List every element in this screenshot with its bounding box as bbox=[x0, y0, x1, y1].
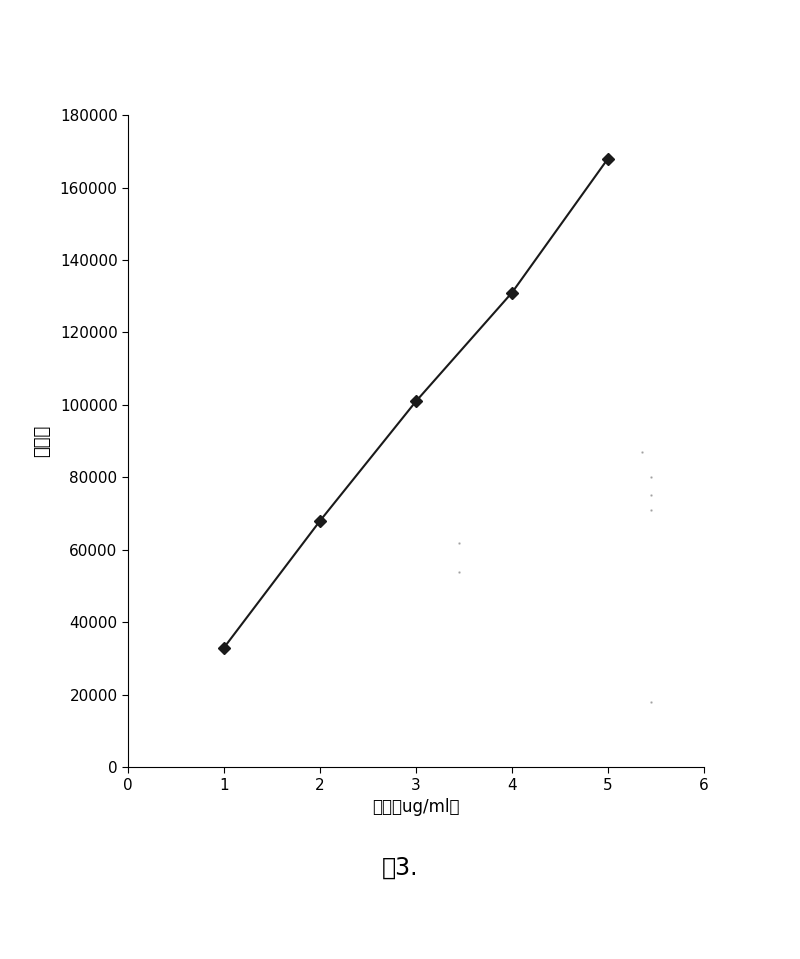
X-axis label: 浓度（ug/ml）: 浓度（ug/ml） bbox=[372, 798, 460, 816]
Text: 图3.: 图3. bbox=[382, 855, 418, 880]
Y-axis label: 峰面积: 峰面积 bbox=[34, 425, 51, 457]
